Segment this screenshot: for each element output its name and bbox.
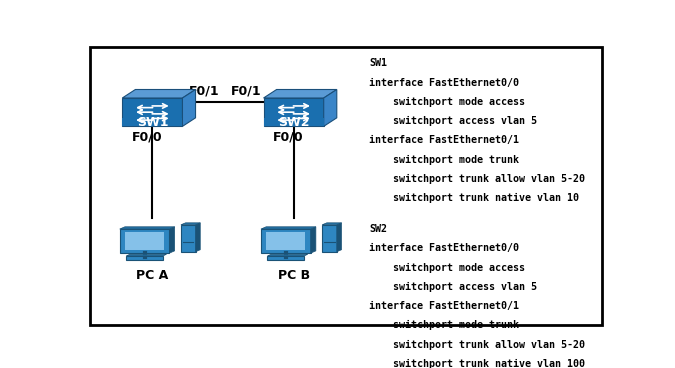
Text: switchport mode access: switchport mode access bbox=[369, 263, 525, 273]
Text: switchport mode trunk: switchport mode trunk bbox=[369, 321, 520, 330]
Text: SW2: SW2 bbox=[369, 224, 387, 234]
Polygon shape bbox=[324, 89, 337, 126]
Polygon shape bbox=[169, 227, 175, 253]
Text: F0/0: F0/0 bbox=[273, 131, 303, 144]
FancyBboxPatch shape bbox=[266, 232, 305, 250]
Text: SW2: SW2 bbox=[278, 116, 309, 129]
Polygon shape bbox=[263, 89, 337, 98]
Polygon shape bbox=[310, 227, 316, 253]
Text: switchport trunk native vlan 100: switchport trunk native vlan 100 bbox=[369, 359, 585, 368]
Text: SW1: SW1 bbox=[369, 59, 387, 68]
FancyBboxPatch shape bbox=[322, 225, 337, 252]
Text: PC B: PC B bbox=[277, 269, 310, 282]
FancyBboxPatch shape bbox=[119, 229, 169, 253]
Text: F0/0: F0/0 bbox=[132, 131, 162, 144]
Text: F0/1: F0/1 bbox=[189, 85, 219, 98]
FancyBboxPatch shape bbox=[181, 225, 196, 252]
Text: F0/1: F0/1 bbox=[231, 85, 261, 98]
Text: interface FastEthernet0/1: interface FastEthernet0/1 bbox=[369, 135, 520, 145]
Polygon shape bbox=[182, 89, 196, 126]
Polygon shape bbox=[122, 118, 182, 126]
Text: interface FastEthernet0/0: interface FastEthernet0/0 bbox=[369, 243, 520, 253]
Text: SW1: SW1 bbox=[136, 116, 168, 129]
Polygon shape bbox=[263, 98, 324, 126]
FancyBboxPatch shape bbox=[125, 232, 164, 250]
Polygon shape bbox=[122, 89, 196, 98]
Polygon shape bbox=[122, 98, 182, 126]
Polygon shape bbox=[322, 223, 342, 225]
Polygon shape bbox=[126, 254, 167, 256]
Polygon shape bbox=[337, 223, 342, 252]
Text: PC A: PC A bbox=[136, 269, 169, 282]
Polygon shape bbox=[267, 254, 308, 256]
Text: switchport access vlan 5: switchport access vlan 5 bbox=[369, 282, 537, 292]
Text: switchport trunk allow vlan 5-20: switchport trunk allow vlan 5-20 bbox=[369, 340, 585, 350]
Polygon shape bbox=[196, 223, 200, 252]
Text: switchport trunk native vlan 10: switchport trunk native vlan 10 bbox=[369, 193, 579, 203]
FancyBboxPatch shape bbox=[267, 256, 304, 260]
FancyBboxPatch shape bbox=[261, 229, 310, 253]
Polygon shape bbox=[181, 223, 200, 225]
Text: interface FastEthernet0/1: interface FastEthernet0/1 bbox=[369, 301, 520, 311]
Text: switchport mode access: switchport mode access bbox=[369, 97, 525, 107]
FancyBboxPatch shape bbox=[90, 47, 602, 325]
FancyBboxPatch shape bbox=[126, 256, 163, 260]
Polygon shape bbox=[119, 227, 175, 229]
Text: interface FastEthernet0/0: interface FastEthernet0/0 bbox=[369, 78, 520, 88]
Polygon shape bbox=[263, 118, 324, 126]
Text: switchport access vlan 5: switchport access vlan 5 bbox=[369, 116, 537, 126]
Text: switchport trunk allow vlan 5-20: switchport trunk allow vlan 5-20 bbox=[369, 174, 585, 184]
Text: switchport mode trunk: switchport mode trunk bbox=[369, 155, 520, 165]
Polygon shape bbox=[261, 227, 316, 229]
